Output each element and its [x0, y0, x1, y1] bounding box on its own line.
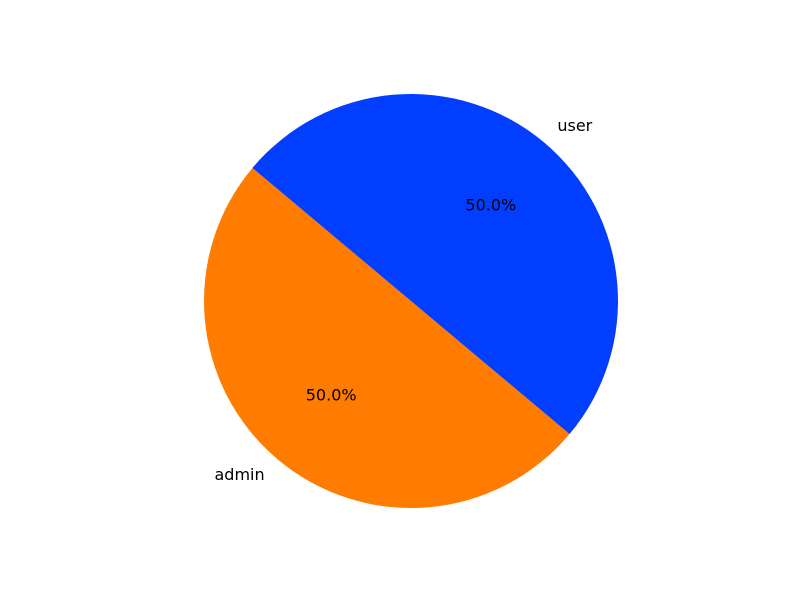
labels-layer: admin 50.0% user 50.0%: [214, 116, 592, 484]
slice-label-user: user: [557, 116, 592, 135]
pie-slice-user: [252, 93, 619, 435]
slice-label-admin: admin: [214, 465, 264, 484]
slices-layer: [204, 93, 619, 508]
pie-slice-admin: [204, 167, 570, 508]
slice-percent-user: 50.0%: [465, 195, 516, 214]
slice-percent-admin: 50.0%: [306, 386, 357, 405]
